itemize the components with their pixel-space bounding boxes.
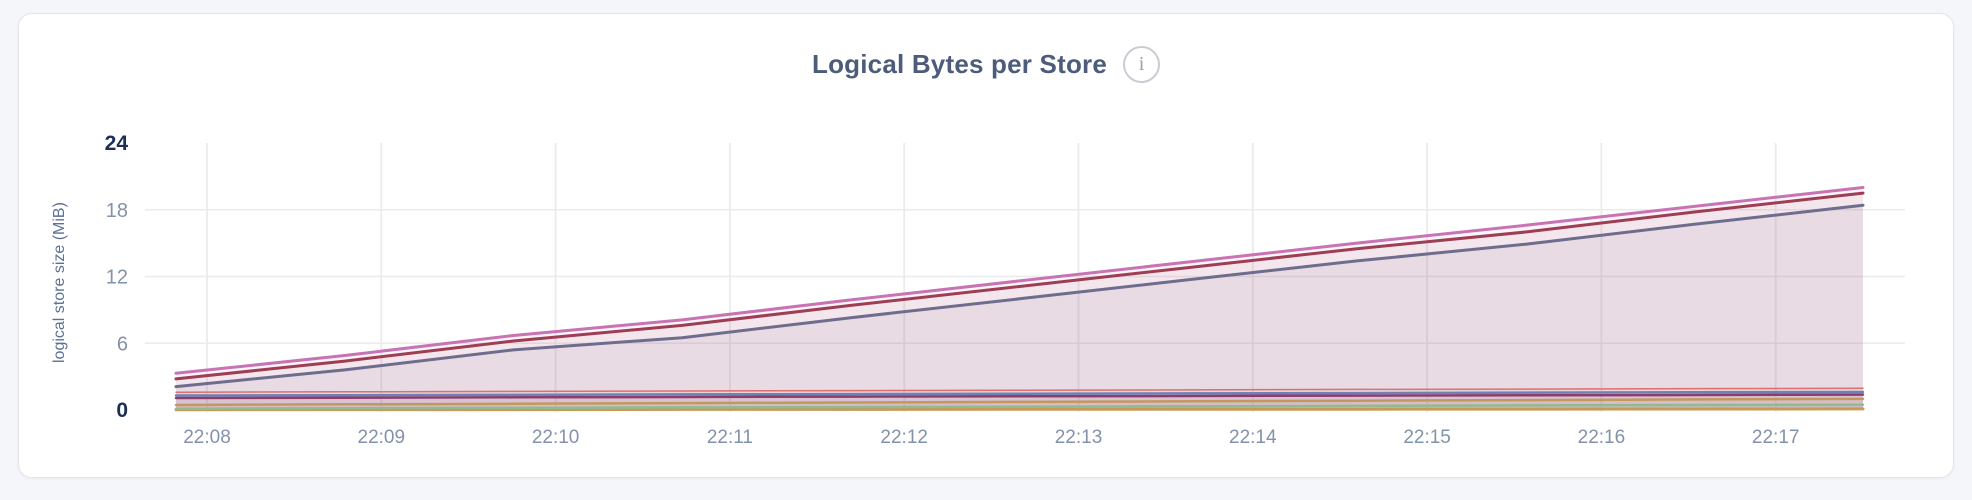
chart-header: Logical Bytes per Store i bbox=[19, 46, 1953, 83]
chart-card: Logical Bytes per Store i logical store … bbox=[18, 13, 1954, 478]
chart-title: Logical Bytes per Store bbox=[811, 49, 1108, 79]
y-axis-title: logical store size (MiB) bbox=[51, 202, 68, 364]
info-icon[interactable]: i bbox=[1123, 46, 1161, 83]
